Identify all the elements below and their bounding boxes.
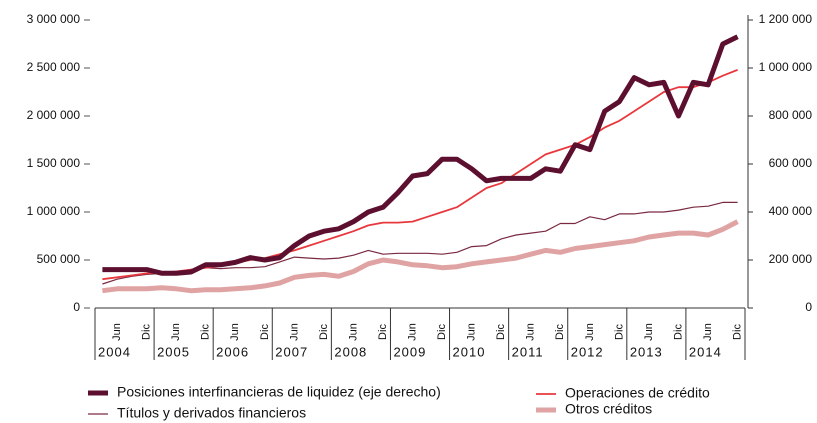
year-label: 2014 — [689, 344, 722, 359]
legend-label: Otros créditos — [565, 401, 652, 417]
x-tick-label: Dic — [495, 324, 507, 340]
y-tick-label: 0 — [73, 300, 80, 314]
series-line — [102, 219, 739, 294]
series-line — [102, 69, 738, 281]
x-tick-label: Dic — [436, 324, 448, 340]
x-tick-label: Dic — [141, 324, 153, 340]
y2-tick-label: 0 — [805, 300, 812, 314]
year-label: 2005 — [157, 344, 190, 359]
series-line — [102, 201, 738, 285]
year-label: 2008 — [334, 344, 367, 359]
x-tick-label: Dic — [732, 324, 744, 340]
x-tick-label: Dic — [200, 324, 212, 340]
x-tick-label: Jun — [407, 323, 419, 341]
y-tick-label: 1 500 000 — [27, 156, 81, 170]
x-tick-label: Jun — [288, 323, 300, 341]
x-tick-label: Jun — [170, 323, 182, 341]
year-label: 2004 — [98, 344, 131, 359]
x-tick-label: Jun — [229, 323, 241, 341]
x-tick-label: Jun — [525, 323, 537, 341]
legend-label: Operaciones de crédito — [565, 385, 710, 401]
y2-tick-label: 1 200 000 — [759, 12, 813, 26]
x-tick-label: Jun — [111, 323, 123, 341]
year-label: 2007 — [275, 344, 308, 359]
year-label: 2013 — [630, 344, 663, 359]
year-label: 2010 — [453, 344, 486, 359]
x-tick-label: Dic — [318, 324, 330, 340]
year-label: 2012 — [571, 344, 604, 359]
x-tick-label: Jun — [584, 323, 596, 341]
x-tick-label: Dic — [613, 324, 625, 340]
year-label: 2011 — [512, 344, 544, 359]
x-tick-label: Dic — [377, 324, 389, 340]
y-tick-label: 3 000 000 — [27, 12, 81, 26]
legend-label: Posiciones interfinancieras de liquidez … — [117, 384, 441, 400]
y2-tick-label: 200 000 — [769, 252, 813, 266]
x-tick-label: Dic — [259, 324, 271, 340]
y2-tick-label: 400 000 — [769, 204, 813, 218]
y2-tick-label: 600 000 — [769, 156, 813, 170]
x-tick-label: Jun — [643, 323, 655, 341]
x-tick-label: Jun — [702, 323, 714, 341]
year-label: 2006 — [216, 344, 249, 359]
x-tick-label: Jun — [347, 323, 359, 341]
x-tick-label: Dic — [554, 324, 566, 340]
y2-tick-label: 1 000 000 — [759, 60, 813, 74]
year-label: 2009 — [393, 344, 426, 359]
y2-tick-label: 800 000 — [769, 108, 813, 122]
y-tick-label: 1 000 000 — [27, 204, 81, 218]
y-tick-label: 2 000 000 — [27, 108, 81, 122]
y-tick-label: 2 500 000 — [27, 60, 81, 74]
x-tick-label: Dic — [672, 324, 684, 340]
legend-label: Títulos y derivados financieros — [117, 405, 306, 421]
y-tick-label: 500 000 — [37, 252, 81, 266]
x-tick-label: Jun — [466, 323, 478, 341]
series-line — [102, 34, 739, 276]
